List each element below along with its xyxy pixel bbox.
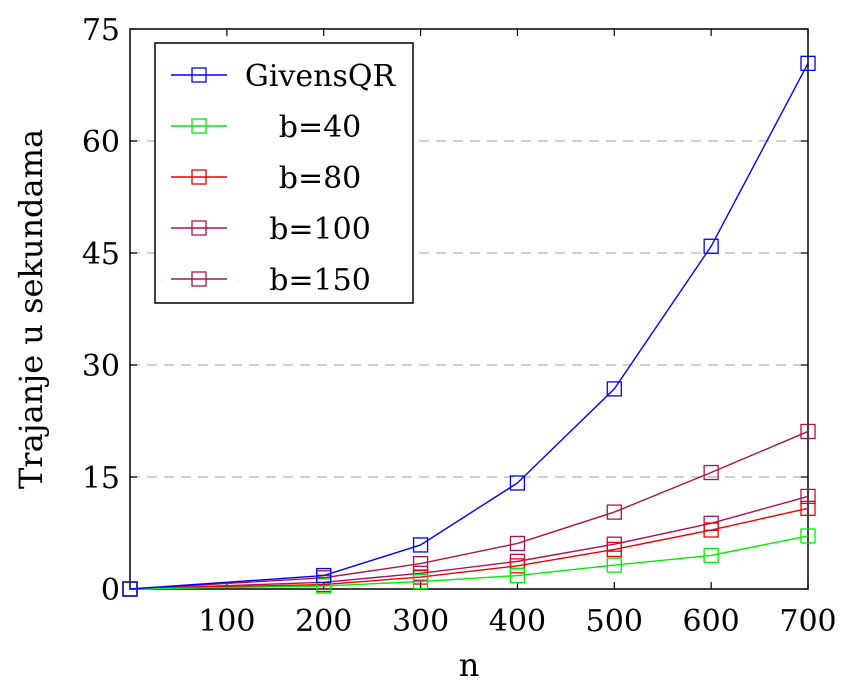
data-point-marker — [703, 464, 719, 481]
legend-entry: b=80 — [171, 161, 361, 196]
series-line — [129, 507, 809, 590]
data-point-marker — [606, 541, 622, 558]
legend-entry: b=100 — [171, 212, 371, 247]
legend-marker-swatch — [191, 169, 207, 185]
data-point-marker — [703, 238, 719, 254]
series-b-150 — [122, 423, 816, 597]
data-point-marker — [509, 567, 526, 584]
grid-lines — [130, 140, 808, 478]
data-point-marker — [509, 558, 526, 574]
x-axis-title: n — [459, 646, 480, 682]
series-line — [129, 535, 809, 590]
legend-label: b=80 — [279, 161, 362, 196]
series-line — [129, 495, 809, 590]
x-tick-label: 100 — [198, 604, 255, 639]
legend-box — [154, 42, 414, 304]
y-tick-label: 30 — [82, 349, 120, 384]
data-point-marker — [122, 581, 138, 597]
data-point-marker — [606, 504, 622, 520]
legend-marker-swatch — [191, 271, 207, 287]
data-point-marker — [606, 557, 622, 573]
y-tick-label: 60 — [82, 125, 120, 160]
series-layer — [122, 55, 816, 597]
legend-label: b=40 — [279, 110, 362, 145]
series-b-100 — [122, 488, 816, 597]
data-point-marker — [800, 528, 816, 544]
y-axis-title: Trajanje u sekundama — [12, 129, 50, 489]
legend-marker-swatch — [191, 220, 207, 236]
data-point-marker — [509, 475, 526, 491]
x-tick-label: 600 — [683, 604, 740, 639]
data-point-marker — [800, 500, 816, 517]
legend-label: GivensQR — [245, 59, 397, 94]
legend-marker-swatch — [191, 67, 207, 83]
data-point-marker — [800, 488, 816, 505]
data-point-marker — [703, 522, 719, 538]
y-tick-label: 15 — [82, 461, 120, 496]
x-tick-label: 700 — [779, 604, 836, 639]
data-point-marker — [509, 535, 526, 552]
legend-label: b=150 — [269, 263, 371, 298]
axis-ticks: 0 15 30 45 60 75 100 200 300 400 500 600 700 — [82, 13, 837, 639]
legend-entry: b=150 — [171, 263, 371, 298]
legend: GivensQR b=40 b=80 b=100 b=150 — [154, 42, 414, 304]
data-point-marker — [800, 423, 816, 440]
series-line — [129, 63, 809, 590]
y-tick-label: 0 — [101, 573, 120, 608]
legend-label: b=100 — [269, 212, 371, 247]
x-tick-label: 500 — [586, 604, 643, 639]
legend-entry: b=40 — [171, 110, 361, 145]
series-givensqr — [122, 55, 816, 597]
legend-marker-swatch — [191, 118, 207, 134]
x-tick-label: 400 — [489, 604, 546, 639]
legend-entry: GivensQR — [171, 59, 396, 94]
data-point-marker — [412, 537, 429, 553]
data-point-marker — [606, 381, 622, 397]
series-line — [129, 430, 809, 590]
plot-area-frame — [129, 28, 809, 590]
data-point-marker — [316, 567, 332, 584]
x-tick-label: 200 — [295, 604, 352, 639]
data-point-marker — [316, 578, 332, 594]
y-tick-label: 45 — [82, 237, 120, 272]
y-tick-label: 75 — [82, 13, 120, 48]
data-point-marker — [703, 547, 719, 564]
x-tick-label: 300 — [392, 604, 449, 639]
data-point-marker — [800, 55, 816, 71]
data-point-marker — [412, 573, 429, 590]
